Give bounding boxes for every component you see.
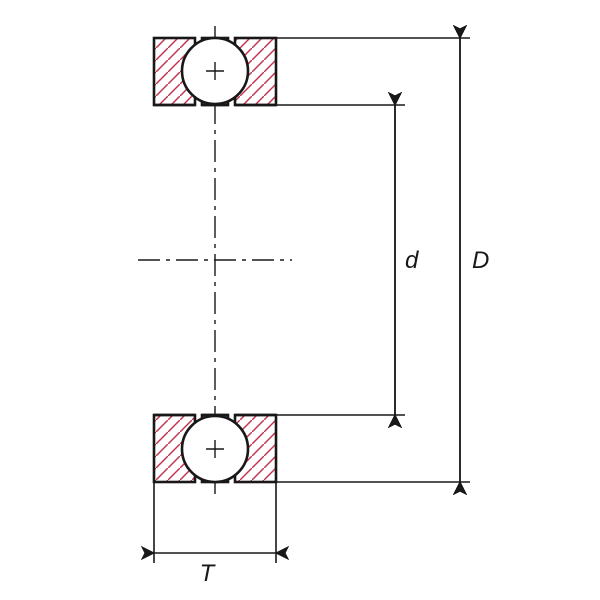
label-T: T — [200, 560, 217, 587]
bearing-diagram: Dd T — [0, 0, 600, 600]
label-D: D — [472, 247, 489, 274]
label-d: d — [405, 247, 419, 274]
